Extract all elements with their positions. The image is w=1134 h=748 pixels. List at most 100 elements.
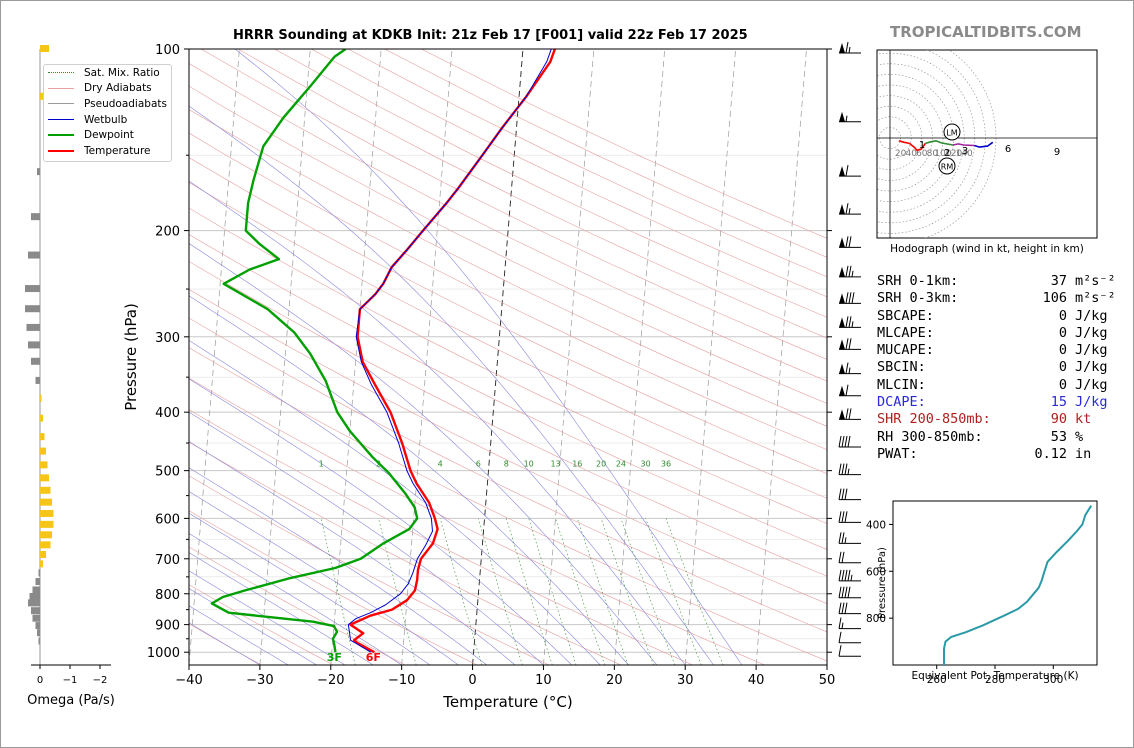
wind-barb	[838, 569, 861, 582]
stat-unit: J/kg	[1075, 394, 1108, 411]
y-axis-label: Pressure (hPa)	[122, 303, 140, 411]
stat-row-mucape: MUCAPE: 0 J/kg	[877, 342, 1116, 359]
x-tick-label: 40	[748, 673, 765, 688]
dry-adiabat-line	[189, 510, 478, 665]
stat-value: 0	[1058, 342, 1067, 359]
barb-full	[838, 645, 842, 657]
omega-bar	[40, 551, 46, 559]
omega-bar	[28, 599, 40, 607]
stat-unit: J/kg	[1075, 324, 1108, 341]
hodograph-frame	[876, 49, 1098, 239]
theta-e-y-label: Pressure (hPa)	[877, 547, 888, 619]
barb-full	[841, 532, 845, 544]
stat-unit: J/kg	[1075, 376, 1108, 393]
stat-unit: m²s⁻²	[1075, 290, 1116, 307]
stat-value: 106	[1042, 290, 1067, 307]
barb-full	[845, 165, 849, 177]
barb-full	[848, 316, 852, 328]
isotherm-line	[755, 49, 807, 665]
stat-unit: m²s⁻²	[1075, 273, 1116, 289]
dry-adiabat-line	[189, 441, 622, 665]
stat-unit: J/kg	[1075, 307, 1108, 324]
mixing-ratio-line	[439, 518, 482, 665]
mixing-ratio-line	[506, 518, 553, 665]
omega-bar	[40, 461, 48, 469]
barb-full	[844, 435, 848, 448]
wind-barb	[838, 617, 861, 630]
barb-half	[851, 321, 854, 328]
moist-adiabat-line	[189, 441, 516, 665]
dry-adiabat-line	[189, 207, 827, 524]
stat-value: 53	[1050, 428, 1067, 445]
barb-half	[841, 622, 844, 629]
wind-barb	[839, 265, 861, 278]
barb-full	[845, 384, 849, 396]
barb-full	[848, 408, 852, 420]
wind-barb	[838, 645, 861, 657]
y-tick-label: 500	[155, 465, 180, 480]
dry-adiabat-line	[189, 377, 765, 665]
mixing-ratio-label: 8	[504, 459, 509, 468]
omega-bar	[28, 251, 40, 259]
omega-tick-label: 0	[37, 675, 43, 686]
legend-label: Dry Adiabats	[84, 82, 152, 95]
theta-e-line	[943, 505, 1093, 665]
stat-row-srh-3km: SRH 0-3km: 106 m²s⁻²	[877, 290, 1116, 307]
y-tick-label: 400	[155, 406, 180, 421]
mixing-ratio-label: 10	[524, 459, 534, 468]
skewt-plot-area: 1 2 4 6 8 10 13 16 20 24 30 36	[189, 49, 827, 665]
omega-bar	[25, 305, 40, 313]
stat-value: 15	[1050, 394, 1067, 411]
barb-full	[841, 488, 845, 500]
dry-adiabat-line	[189, 157, 827, 475]
legend: Sat. Mix. Ratio Dry Adiabats Pseudoadiab…	[43, 64, 172, 162]
omega-bar	[40, 45, 49, 52]
theta-e-y-tick-label: 400	[866, 519, 886, 531]
omega-bar	[40, 447, 46, 455]
barb-full	[841, 511, 845, 523]
omega-bar	[31, 213, 40, 221]
wind-barb	[838, 463, 861, 476]
wind-barb	[839, 111, 861, 123]
dry-adiabat-line	[189, 409, 693, 665]
dry-adiabat-line	[189, 289, 827, 604]
barb-full	[841, 586, 845, 598]
barb-pennant	[839, 385, 845, 396]
left-mover-marker	[943, 123, 961, 141]
wind-barb	[839, 408, 861, 420]
y-tick-label: 1000	[147, 646, 180, 661]
isotherm-line	[684, 49, 736, 665]
isotherm-line	[543, 49, 595, 665]
mixing-ratio-line	[645, 518, 702, 665]
barb-full	[838, 551, 842, 563]
legend-item: Wetbulb	[44, 112, 171, 128]
wind-barb	[839, 384, 861, 397]
right-mover-label: RM	[941, 163, 954, 172]
dry-adiabat-line	[189, 317, 827, 633]
stat-label: SRH 0-1km:	[877, 273, 959, 289]
legend-label: Sat. Mix. Ratio	[84, 66, 160, 79]
mixing-ratio-line	[320, 518, 356, 665]
x-tick-label: −10	[388, 673, 415, 688]
wind-barb	[838, 435, 861, 448]
barb-full	[841, 602, 845, 614]
moist-adiabat-line	[234, 49, 743, 665]
wind-barb	[839, 236, 861, 248]
stat-value: 0	[1058, 307, 1067, 324]
profile-wetbulb	[347, 49, 552, 653]
isotherm-line	[613, 49, 666, 665]
moist-adiabat-line	[189, 533, 402, 665]
x-tick-label: 50	[819, 673, 836, 688]
mixing-ratio-line	[378, 518, 417, 665]
legend-label: Wetbulb	[84, 113, 128, 126]
barb-full	[845, 362, 849, 374]
barb-half	[845, 115, 848, 122]
isotherm-line	[330, 49, 382, 665]
mixing-ratio-label: 6	[476, 459, 481, 468]
hodograph-ring-label: 60	[916, 149, 928, 159]
brand-watermark: TROPICALTIDBITS.COM	[890, 23, 1082, 41]
hodograph-ring-label: 140	[956, 149, 973, 159]
barb-full	[838, 617, 842, 629]
omega-bar	[37, 629, 40, 637]
